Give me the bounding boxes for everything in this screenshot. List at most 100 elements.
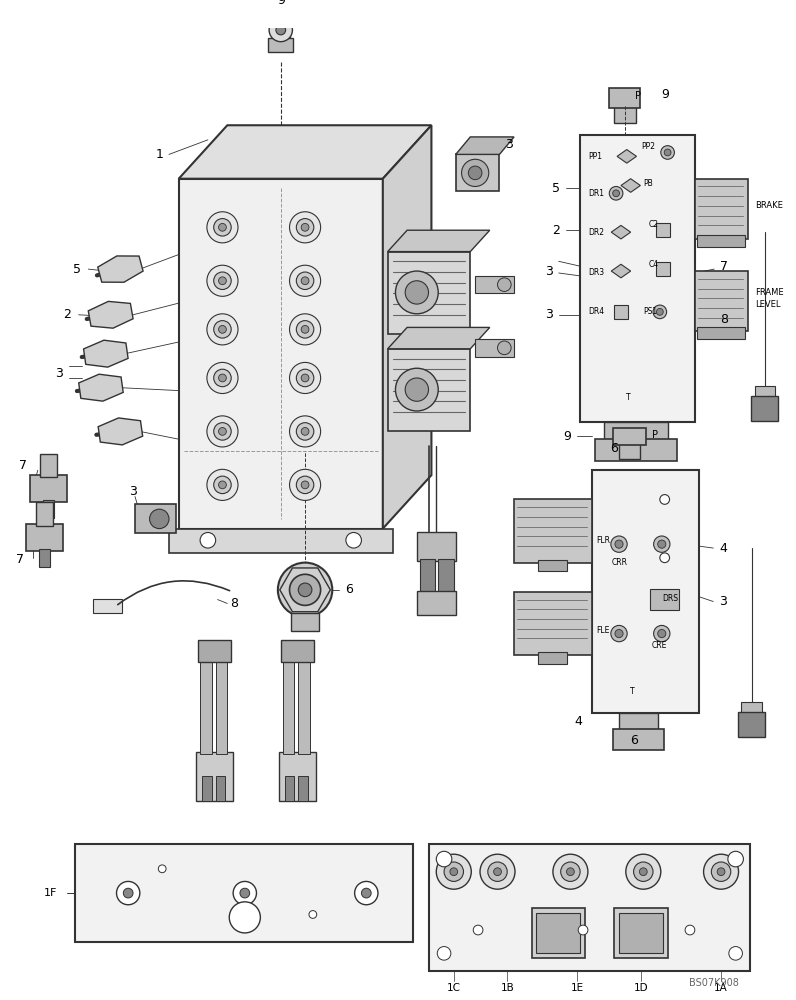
Bar xyxy=(202,776,212,801)
Bar xyxy=(615,305,628,319)
Circle shape xyxy=(685,925,695,935)
Text: 1E: 1E xyxy=(571,983,583,993)
Circle shape xyxy=(717,868,725,876)
Bar xyxy=(619,713,657,731)
Circle shape xyxy=(296,321,314,338)
Bar xyxy=(650,589,679,610)
Text: PB: PB xyxy=(643,179,653,188)
Bar xyxy=(613,428,646,445)
Bar xyxy=(538,560,568,571)
Circle shape xyxy=(405,281,428,304)
Text: 3: 3 xyxy=(505,138,513,151)
Circle shape xyxy=(626,854,661,889)
Bar xyxy=(613,729,664,750)
Bar xyxy=(298,660,310,754)
Bar xyxy=(609,88,641,108)
Circle shape xyxy=(301,481,309,489)
Circle shape xyxy=(611,536,627,552)
Text: 7: 7 xyxy=(16,553,25,566)
Bar xyxy=(532,908,585,958)
Bar xyxy=(169,529,392,553)
Circle shape xyxy=(233,881,256,905)
Circle shape xyxy=(615,629,623,638)
Text: DR3: DR3 xyxy=(588,268,604,277)
Circle shape xyxy=(301,325,309,333)
Bar xyxy=(179,179,383,529)
Text: 3: 3 xyxy=(129,485,137,498)
Bar xyxy=(417,591,456,615)
Text: 9: 9 xyxy=(564,430,572,443)
Bar xyxy=(755,386,775,397)
Text: 1A: 1A xyxy=(714,983,728,993)
Circle shape xyxy=(276,25,286,35)
Text: 7: 7 xyxy=(19,459,27,472)
Circle shape xyxy=(634,862,653,881)
Bar xyxy=(604,422,668,441)
Circle shape xyxy=(213,476,231,494)
Text: PP1: PP1 xyxy=(588,152,602,161)
Polygon shape xyxy=(388,327,490,349)
Circle shape xyxy=(654,625,670,642)
Text: 3: 3 xyxy=(545,265,553,278)
Bar xyxy=(696,235,745,247)
Circle shape xyxy=(207,469,238,500)
Bar xyxy=(30,475,67,502)
Circle shape xyxy=(609,186,623,200)
Text: 6: 6 xyxy=(611,442,618,455)
Polygon shape xyxy=(617,150,637,163)
Circle shape xyxy=(613,190,619,197)
Circle shape xyxy=(436,854,471,889)
Bar xyxy=(591,470,699,713)
Bar xyxy=(36,502,53,526)
Bar xyxy=(272,15,290,37)
Circle shape xyxy=(219,481,226,489)
Circle shape xyxy=(207,212,238,243)
Text: PS1: PS1 xyxy=(643,307,657,316)
Polygon shape xyxy=(611,225,630,239)
Text: FRAME: FRAME xyxy=(755,288,784,297)
Text: 2: 2 xyxy=(63,308,71,321)
Circle shape xyxy=(396,368,439,411)
Circle shape xyxy=(361,888,371,898)
Text: CRE: CRE xyxy=(652,641,667,650)
Text: DR1: DR1 xyxy=(588,189,604,198)
Circle shape xyxy=(301,277,309,285)
Circle shape xyxy=(290,362,321,394)
Bar xyxy=(595,439,677,461)
Text: LEVEL: LEVEL xyxy=(755,300,781,309)
Circle shape xyxy=(473,925,483,935)
Circle shape xyxy=(116,881,140,905)
Circle shape xyxy=(213,219,231,236)
Circle shape xyxy=(301,374,309,382)
Bar xyxy=(216,660,228,754)
Circle shape xyxy=(301,428,309,435)
Text: DR2: DR2 xyxy=(588,228,604,237)
Circle shape xyxy=(657,629,666,638)
Text: 2: 2 xyxy=(552,224,560,237)
Circle shape xyxy=(207,265,238,296)
Bar xyxy=(456,154,499,191)
Bar xyxy=(135,504,176,533)
Circle shape xyxy=(611,625,627,642)
Circle shape xyxy=(553,854,588,889)
Bar xyxy=(388,349,470,431)
Circle shape xyxy=(728,851,743,867)
Circle shape xyxy=(661,146,674,159)
Text: FLE: FLE xyxy=(597,626,610,635)
Bar xyxy=(75,844,413,942)
Bar xyxy=(198,640,231,662)
Circle shape xyxy=(219,223,226,231)
Polygon shape xyxy=(179,125,431,179)
Text: 9: 9 xyxy=(277,0,285,7)
Circle shape xyxy=(396,271,439,314)
Text: 1: 1 xyxy=(155,148,163,161)
Circle shape xyxy=(498,278,511,291)
Text: C2: C2 xyxy=(648,220,658,229)
Polygon shape xyxy=(388,230,490,252)
Text: BS07K908: BS07K908 xyxy=(689,978,739,988)
Text: C4: C4 xyxy=(648,260,658,269)
Circle shape xyxy=(660,553,669,563)
Text: BRAKE: BRAKE xyxy=(755,201,783,210)
Circle shape xyxy=(355,881,378,905)
Bar xyxy=(298,776,308,801)
